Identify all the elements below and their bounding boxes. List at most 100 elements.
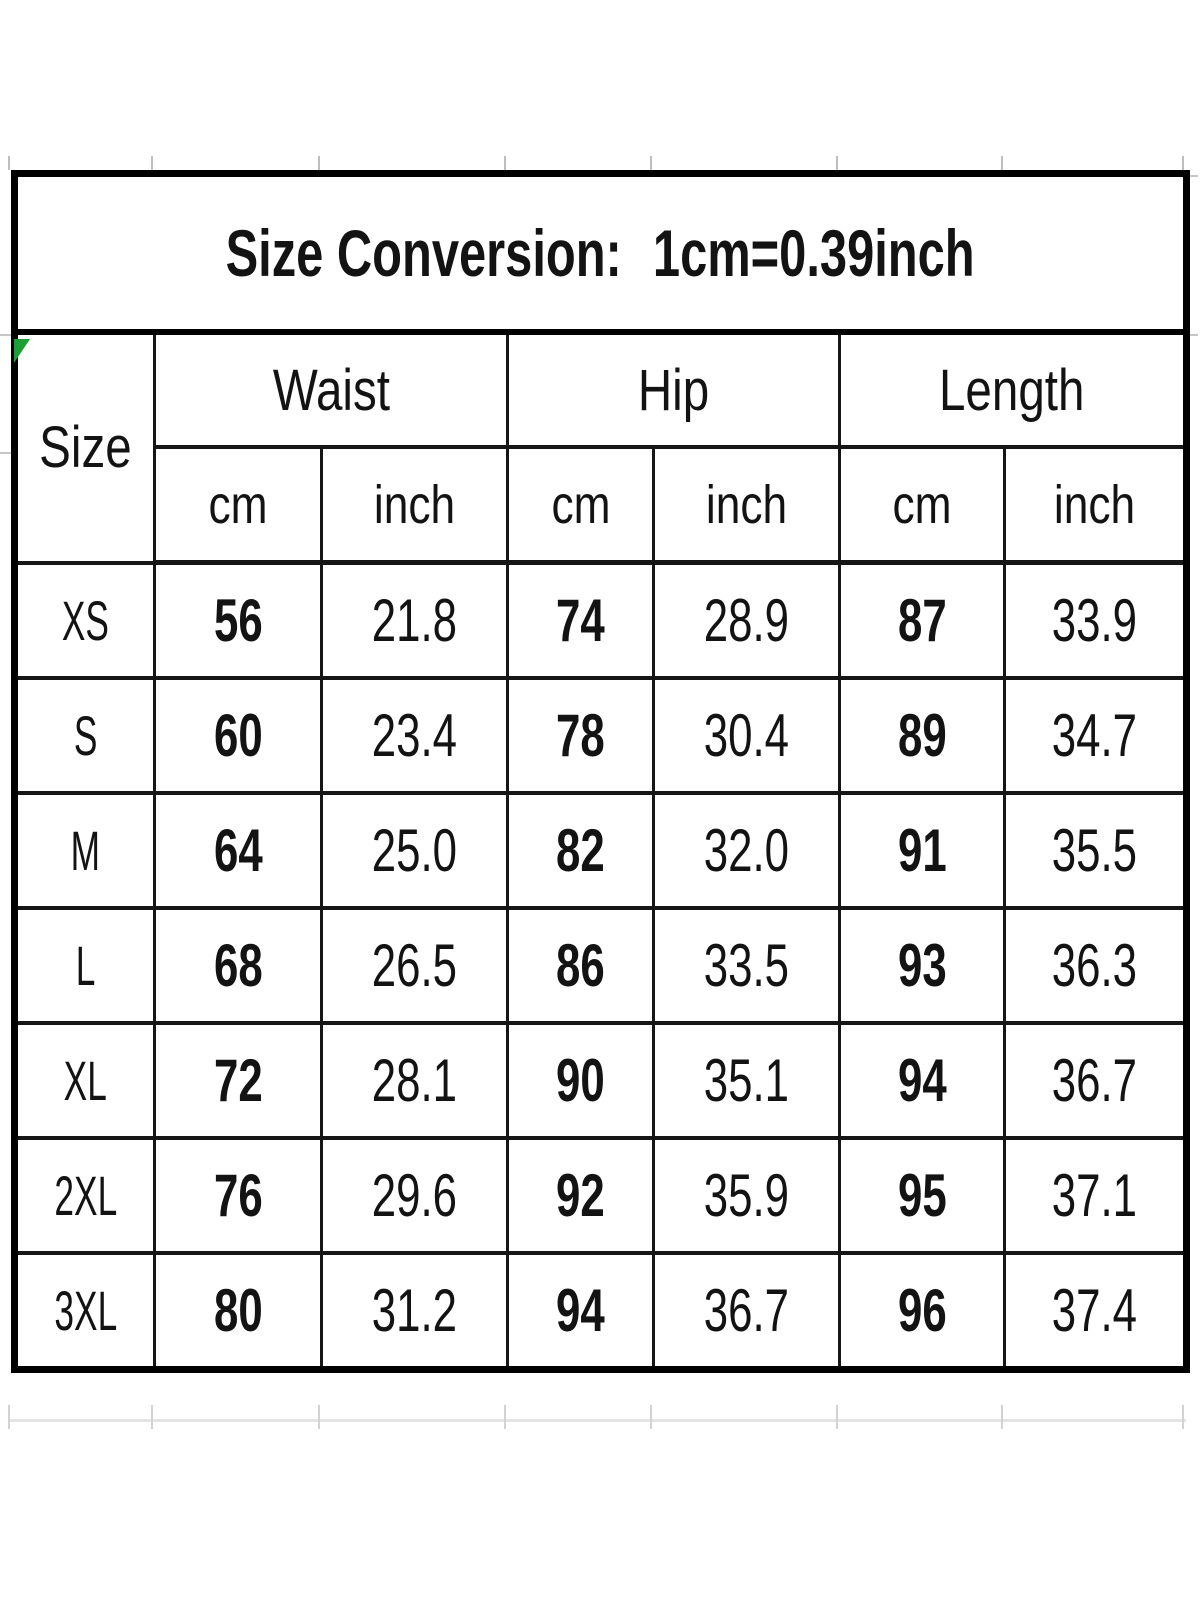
data-cell: 37.1 — [1002, 1136, 1189, 1255]
data-cell: 25.0 — [320, 791, 509, 910]
data-cell: 64 — [153, 791, 323, 910]
table-row-3xl: 3XL 80 31.2 94 36.7 96 37.4 — [13, 1251, 1189, 1372]
gridline-tick — [151, 1405, 153, 1429]
data-cell: 37.4 — [1002, 1251, 1189, 1372]
data-cell: 23.4 — [320, 676, 509, 795]
header-units-row: cm inch cm inch cm inch — [15, 445, 1189, 565]
data-cell: 90 — [506, 1021, 655, 1140]
data-cell: 56 — [153, 560, 323, 680]
table-row-m: M 64 25.0 82 32.0 91 35.5 — [13, 791, 1189, 910]
header-cell-length: Length — [837, 330, 1189, 449]
data-cell: 80 — [153, 1251, 323, 1372]
data-cell: 33.9 — [1002, 560, 1189, 680]
data-cell: 26.5 — [320, 906, 509, 1025]
gridline-tick — [650, 156, 652, 170]
gridline-tick — [0, 452, 12, 454]
header-cell-hip: Hip — [506, 330, 841, 449]
data-cell: 29.6 — [320, 1136, 509, 1255]
data-cell: 86 — [506, 906, 655, 1025]
length-group-header: Length — [939, 357, 1085, 423]
gridline-tick — [1186, 334, 1198, 336]
gridline-tick — [1186, 175, 1198, 177]
header-cell-size: Size — [13, 330, 156, 565]
title-main: Size Conversion: — [226, 216, 623, 290]
size-row-label: L — [13, 906, 156, 1025]
unit-header-waist-inch: inch — [320, 445, 509, 565]
table-title: Size Conversion: 1cm=0.39inch — [226, 215, 975, 291]
table-row-xl: XL 72 28.1 90 35.1 94 36.7 — [13, 1021, 1189, 1140]
table-row-2xl: 2XL 76 29.6 92 35.9 95 37.1 — [13, 1136, 1189, 1255]
gridline-tick — [1182, 1405, 1184, 1429]
header-cell-waist: Waist — [153, 330, 509, 449]
gridline-tick — [0, 334, 12, 336]
gridline-tick — [8, 1405, 10, 1429]
data-cell: 95 — [838, 1136, 1006, 1255]
gridline-shadow — [8, 1419, 1186, 1422]
unit-header-hip-cm: cm — [506, 445, 655, 565]
data-cell: 35.1 — [652, 1021, 841, 1140]
size-row-label: XL — [13, 1021, 156, 1140]
gridline-tick — [1001, 156, 1003, 170]
hip-group-header: Hip — [637, 357, 710, 423]
data-cell: 87 — [838, 560, 1006, 680]
gridline-tick — [1001, 1405, 1003, 1429]
size-row-label: S — [13, 676, 156, 795]
table-title-cell: Size Conversion: 1cm=0.39inch — [12, 171, 1189, 335]
data-cell: 35.5 — [1002, 791, 1189, 910]
data-cell: 34.7 — [1002, 676, 1189, 795]
table-row-xs: XS 56 21.8 74 28.9 87 33.9 — [13, 560, 1189, 680]
unit-header-waist-cm: cm — [153, 445, 323, 565]
gridline-tick — [504, 1405, 506, 1429]
size-conversion-table: Size Conversion: 1cm=0.39inch Size Waist … — [11, 170, 1191, 1373]
data-cell: 33.5 — [652, 906, 841, 1025]
size-row-label: 3XL — [13, 1251, 156, 1372]
title-row: Size Conversion: 1cm=0.39inch — [12, 171, 1189, 335]
gridline-tick — [1182, 156, 1184, 170]
gridline-tick — [836, 156, 838, 170]
data-cell: 32.0 — [652, 791, 841, 910]
title-formula: 1cm=0.39inch — [653, 216, 976, 290]
data-cell: 89 — [838, 676, 1006, 795]
data-cell: 91 — [838, 791, 1006, 910]
data-cell: 94 — [506, 1251, 655, 1372]
table-row-l: L 68 26.5 86 33.5 93 36.3 — [13, 906, 1189, 1025]
waist-group-header: Waist — [272, 357, 390, 423]
data-cell: 36.3 — [1002, 906, 1189, 1025]
data-cell: 31.2 — [320, 1251, 509, 1372]
data-cell: 78 — [506, 676, 655, 795]
gridline-tick — [318, 156, 320, 170]
size-row-label: M — [13, 791, 156, 910]
data-cell: 36.7 — [1002, 1021, 1189, 1140]
unit-header-hip-inch: inch — [652, 445, 841, 565]
data-cell: 60 — [153, 676, 323, 795]
gridline-tick — [650, 1405, 652, 1429]
unit-header-length-inch: inch — [1002, 445, 1189, 565]
data-cell: 36.7 — [652, 1251, 841, 1372]
data-cell: 76 — [153, 1136, 323, 1255]
data-cell: 28.9 — [652, 560, 841, 680]
size-column-header: Size — [39, 415, 132, 481]
data-cell: 82 — [506, 791, 655, 910]
data-cell: 21.8 — [320, 560, 509, 680]
size-row-label: XS — [13, 560, 156, 680]
data-cell: 28.1 — [320, 1021, 509, 1140]
data-cell: 30.4 — [652, 676, 841, 795]
data-cell: 35.9 — [652, 1136, 841, 1255]
gridline-tick — [151, 156, 153, 170]
gridline-tick — [504, 156, 506, 170]
data-cell: 93 — [838, 906, 1006, 1025]
header-group-row: Size Waist Hip Length — [13, 330, 1189, 565]
size-row-label: 2XL — [13, 1136, 156, 1255]
gridline-tick — [318, 1405, 320, 1429]
unit-header-length-cm: cm — [838, 445, 1006, 565]
data-cell: 94 — [838, 1021, 1006, 1140]
data-cell: 68 — [153, 906, 323, 1025]
table-row-s: S 60 23.4 78 30.4 89 34.7 — [13, 676, 1189, 795]
gridline-tick — [836, 1405, 838, 1429]
data-cell: 96 — [838, 1251, 1006, 1372]
data-cell: 92 — [506, 1136, 655, 1255]
gridline-tick — [8, 156, 10, 170]
data-cell: 74 — [506, 560, 655, 680]
data-cell: 72 — [153, 1021, 323, 1140]
